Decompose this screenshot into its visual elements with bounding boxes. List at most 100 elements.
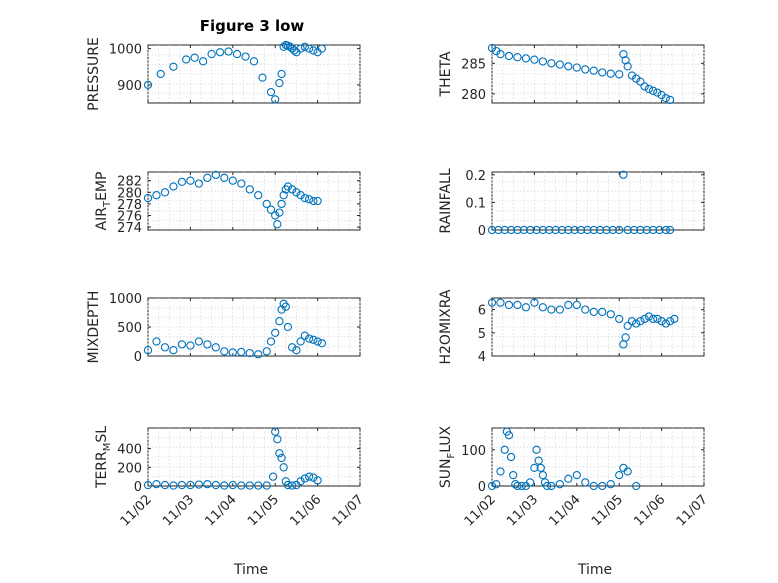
data-point bbox=[186, 341, 195, 350]
data-point bbox=[623, 467, 632, 476]
data-point bbox=[152, 337, 161, 346]
data-point bbox=[581, 305, 590, 314]
x-tick-label: 11/04 bbox=[203, 492, 240, 529]
data-point bbox=[536, 463, 545, 473]
data-point bbox=[640, 314, 649, 324]
data-point bbox=[530, 298, 539, 307]
y-tick-label: 1000 bbox=[109, 292, 142, 307]
data-point bbox=[598, 307, 607, 317]
data-point bbox=[292, 188, 301, 197]
x-tick-label: 11/06 bbox=[631, 492, 668, 529]
data-point bbox=[296, 191, 305, 200]
data-point bbox=[615, 314, 624, 324]
data-point bbox=[254, 350, 263, 359]
data-point bbox=[211, 480, 220, 490]
y-tick-label: 5 bbox=[478, 327, 486, 342]
figure-title: Figure 3 low bbox=[200, 17, 305, 35]
data-point bbox=[156, 69, 165, 79]
data-point bbox=[275, 78, 284, 88]
data-point bbox=[623, 62, 632, 71]
data-point bbox=[237, 179, 246, 188]
data-point bbox=[152, 191, 161, 200]
data-point bbox=[519, 225, 528, 235]
data-point bbox=[627, 317, 637, 326]
data-point bbox=[275, 208, 284, 217]
data-point bbox=[283, 182, 293, 191]
data-point bbox=[538, 57, 548, 66]
data-point bbox=[661, 93, 670, 103]
data-point bbox=[194, 480, 204, 489]
data-point bbox=[636, 317, 645, 326]
data-point bbox=[670, 314, 679, 324]
data-point bbox=[555, 305, 564, 314]
data-point bbox=[589, 307, 598, 317]
data-point bbox=[509, 470, 518, 480]
data-point bbox=[277, 453, 286, 463]
data-point bbox=[513, 481, 522, 491]
y-tick-label: 0 bbox=[478, 480, 486, 495]
data-point bbox=[517, 481, 526, 491]
data-point bbox=[296, 477, 305, 486]
data-point bbox=[606, 69, 615, 78]
data-point bbox=[513, 300, 522, 310]
y-tick-label: 900 bbox=[117, 79, 142, 94]
data-point bbox=[530, 463, 539, 473]
y-tick-label: 280 bbox=[117, 186, 142, 201]
y-tick-label: 282 bbox=[117, 175, 142, 190]
data-point bbox=[143, 80, 153, 90]
data-point bbox=[296, 337, 305, 346]
data-point bbox=[215, 48, 225, 57]
y-tick-label: 276 bbox=[117, 210, 142, 225]
data-point bbox=[313, 476, 322, 485]
data-point bbox=[551, 225, 560, 235]
data-point bbox=[232, 49, 242, 59]
data-point bbox=[304, 44, 314, 53]
data-point bbox=[300, 42, 310, 51]
data-point bbox=[500, 445, 509, 454]
data-point bbox=[665, 225, 675, 235]
data-point bbox=[245, 348, 254, 358]
data-point bbox=[271, 211, 280, 220]
data-point bbox=[254, 481, 263, 490]
data-point bbox=[190, 53, 199, 62]
data-point bbox=[644, 84, 654, 94]
data-point bbox=[496, 50, 505, 59]
x-tick-label: 11/06 bbox=[287, 492, 324, 529]
data-point bbox=[632, 319, 641, 328]
x-tick-label: 11/07 bbox=[674, 492, 711, 529]
data-point bbox=[288, 481, 297, 490]
data-point bbox=[277, 69, 286, 79]
data-point bbox=[526, 225, 535, 235]
data-point bbox=[648, 86, 658, 95]
data-point bbox=[564, 474, 573, 483]
data-point bbox=[632, 481, 641, 491]
data-point bbox=[636, 77, 645, 86]
data-point bbox=[186, 176, 195, 185]
data-point bbox=[309, 196, 318, 206]
data-point bbox=[665, 95, 675, 105]
data-point bbox=[487, 298, 497, 307]
data-point bbox=[271, 427, 280, 436]
data-point bbox=[494, 225, 503, 235]
data-point bbox=[203, 479, 212, 489]
y-axis-label: PRESSURE bbox=[86, 37, 102, 111]
data-point bbox=[492, 480, 501, 489]
data-point bbox=[500, 225, 509, 235]
x-tick-label: 11/07 bbox=[330, 492, 367, 529]
data-point bbox=[547, 305, 556, 314]
y-tick-label: 0 bbox=[134, 480, 142, 495]
data-point bbox=[317, 44, 326, 53]
data-point bbox=[644, 312, 654, 321]
y-axis-label: TERRMSL bbox=[94, 426, 113, 489]
data-point bbox=[258, 73, 267, 82]
data-point bbox=[198, 57, 208, 66]
panel-theta: 280 285 THETA bbox=[438, 43, 705, 105]
panel-pressure: 900 1000 PRESSURE bbox=[86, 37, 361, 111]
y-tick-label: 280 bbox=[461, 88, 486, 103]
data-point bbox=[300, 331, 310, 340]
data-point bbox=[619, 170, 628, 179]
data-point bbox=[169, 481, 178, 490]
data-point bbox=[177, 340, 187, 349]
